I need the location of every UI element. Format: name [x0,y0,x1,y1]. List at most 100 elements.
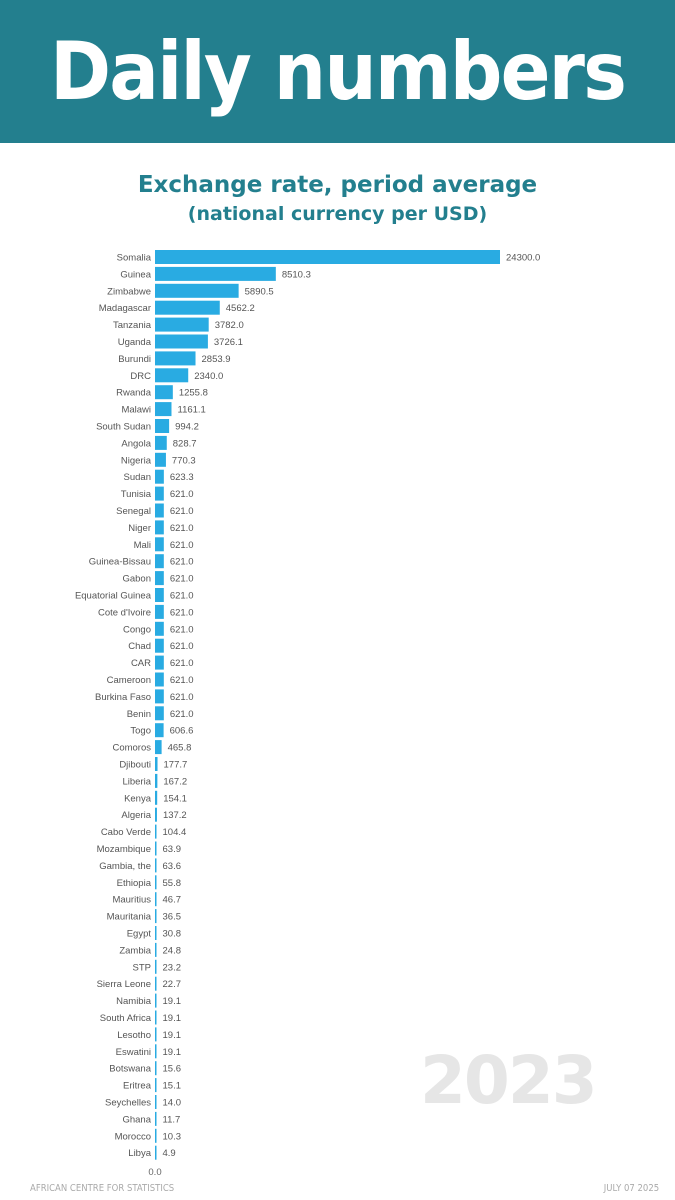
category-label: Zambia [119,945,151,956]
bar [155,672,164,687]
value-label: 167.2 [163,776,187,787]
value-label: 8510.3 [282,269,311,280]
bar [155,250,500,264]
value-label: 621.0 [170,506,194,517]
category-label: Burundi [118,354,151,365]
category-label: Senegal [116,506,151,517]
bar [155,1145,157,1160]
category-label: South Africa [100,1013,152,1024]
bar [155,926,157,940]
bar [155,486,164,501]
bar [155,402,172,417]
category-label: Djibouti [119,760,151,771]
category-label: Cameroon [107,675,151,686]
value-label: 15.6 [163,1064,182,1075]
value-label: 137.2 [163,810,187,821]
bar [155,317,209,332]
category-label: Mauritania [107,912,152,923]
category-label: Madagascar [99,303,151,314]
category-label: Namibia [116,996,152,1007]
bar [155,1111,157,1126]
category-label: Equatorial Guinea [75,591,152,602]
bar [155,638,164,653]
category-label: Sierra Leone [97,979,151,990]
bar [155,689,164,704]
value-label: 55.8 [163,878,182,889]
value-label: 104.4 [163,827,187,838]
bar [155,368,189,383]
category-label: Angola [121,438,151,449]
bar [155,300,220,315]
value-label: 621.0 [170,540,194,551]
value-label: 621.0 [170,557,194,568]
value-label: 4.9 [163,1148,176,1159]
value-label: 24.8 [163,945,182,956]
bar [155,723,164,738]
value-label: 621.0 [170,692,194,703]
bar [155,520,164,535]
category-label: Chad [128,641,151,652]
category-label: CAR [131,658,151,669]
category-label: Libya [128,1148,151,1159]
category-label: Somalia [117,253,152,264]
category-label: Algeria [121,810,151,821]
category-label: Seychelles [105,1098,151,1109]
category-label: Benin [127,709,151,720]
bar [155,1095,157,1109]
value-label: 621.0 [170,675,194,686]
value-label: 3782.0 [215,320,244,331]
footer-date: JULY 07 2025 [603,1183,659,1194]
bar [155,283,239,298]
category-label: Liberia [122,776,151,787]
value-label: 621.0 [170,607,194,618]
bar [155,419,170,433]
value-label: 621.0 [170,658,194,669]
category-label: Uganda [118,337,152,348]
value-label: 19.1 [163,996,182,1007]
value-label: 770.3 [172,455,196,466]
bar [155,655,164,670]
value-label: 621.0 [170,591,194,602]
category-label: Cote d'Ivoire [98,607,151,618]
bar [155,621,164,636]
value-label: 621.0 [170,709,194,720]
value-label: 3726.1 [214,337,243,348]
bar [155,757,158,771]
category-label: Lesotho [117,1030,151,1041]
value-label: 2340.0 [194,371,223,382]
bar [155,469,164,484]
category-label: Nigeria [121,455,152,466]
category-label: Rwanda [116,388,152,399]
footer-source: AFRICAN CENTRE FOR STATISTICS [30,1183,175,1194]
value-label: 4562.2 [226,303,255,314]
category-label: STP [133,962,151,973]
category-label: Guinea-Bissau [89,557,151,568]
category-label: Mauritius [112,895,151,906]
bar [155,452,166,467]
value-label: 63.6 [163,861,182,872]
value-label: 177.7 [164,760,188,771]
bar [155,875,157,890]
value-label: 465.8 [168,743,192,754]
value-label: 11.7 [163,1114,181,1125]
category-label: Congo [123,624,151,635]
category-label: Eswatini [116,1047,151,1058]
category-label: Kenya [124,793,152,804]
bar [155,1044,157,1059]
value-label: 621.0 [170,624,194,635]
bar [155,892,157,907]
value-label: 2853.9 [202,354,231,365]
bar [155,554,164,569]
bar [155,841,157,856]
x-tick-label: 0.0 [148,1167,161,1178]
category-label: Niger [128,523,151,534]
value-label: 828.7 [173,438,197,449]
bar [155,588,164,602]
bar [155,435,167,450]
bar [155,1078,157,1093]
category-label: Mali [134,540,151,551]
category-label: Mozambique [97,844,151,855]
bar [155,537,164,552]
bar [155,942,157,957]
value-label: 621.0 [170,523,194,534]
